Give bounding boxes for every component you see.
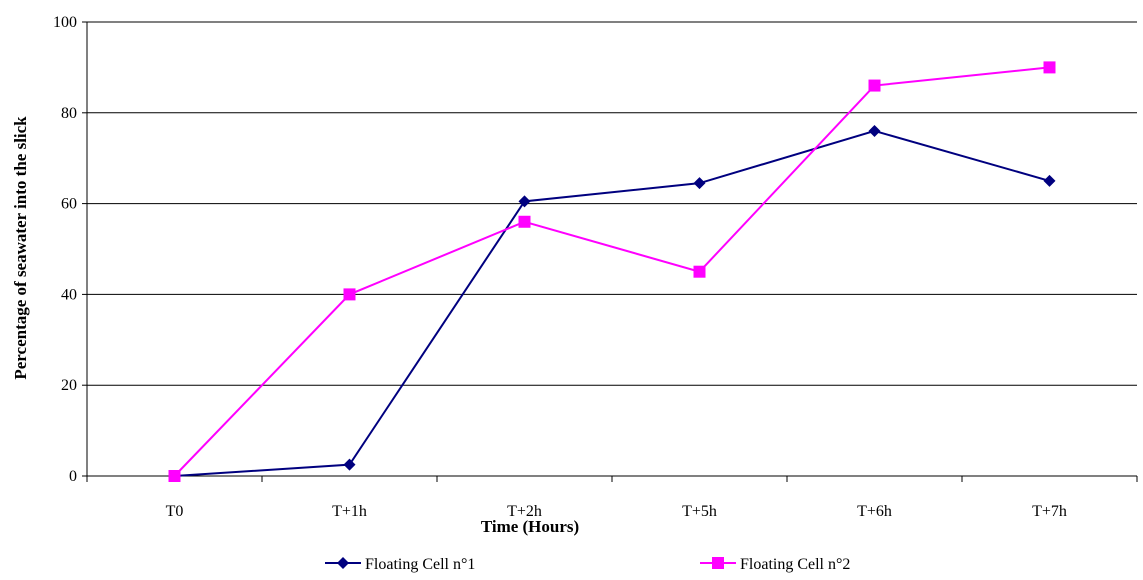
x-tick-label: T+1h bbox=[332, 503, 367, 520]
series-lines bbox=[168, 61, 1056, 482]
data-point-series-2 bbox=[518, 215, 531, 228]
data-point-series-1 bbox=[518, 195, 531, 208]
series-line-2 bbox=[173, 66, 1050, 477]
data-point-series-2 bbox=[343, 288, 356, 301]
data-point-series-1 bbox=[1043, 174, 1056, 187]
x-tick-label: T+7h bbox=[1032, 503, 1067, 520]
y-tick-label: 80 bbox=[61, 105, 77, 122]
gridlines bbox=[87, 21, 1137, 386]
axes bbox=[82, 21, 1138, 482]
x-tick-label: T0 bbox=[166, 503, 184, 520]
x-tick-label: T+6h bbox=[857, 503, 892, 520]
data-point-series-2 bbox=[168, 470, 181, 482]
legend-label: Floating Cell n°2 bbox=[740, 556, 850, 573]
y-tick-label: 0 bbox=[69, 468, 77, 485]
legend-marker bbox=[712, 557, 724, 569]
y-axis-title: Percentage of seawater into the slick bbox=[11, 116, 30, 380]
data-point-series-1 bbox=[868, 124, 881, 137]
x-tick-label: T+2h bbox=[507, 503, 542, 520]
tick-labels: 0 20 40 60 80 100 T0 T+1h T+2h T+5h T+6h T+7h bbox=[53, 14, 1067, 520]
x-axis-title: Time (Hours) bbox=[481, 517, 579, 536]
legend-label: Floating Cell n°1 bbox=[365, 556, 475, 573]
data-point-series-1 bbox=[343, 458, 356, 471]
data-point-series-1 bbox=[693, 177, 706, 190]
y-tick-label: 40 bbox=[61, 286, 77, 303]
y-tick-label: 100 bbox=[53, 14, 77, 31]
legend-marker bbox=[337, 557, 349, 569]
data-point-series-2 bbox=[868, 79, 881, 92]
y-tick-label: 20 bbox=[61, 377, 77, 394]
data-point-series-2 bbox=[1043, 61, 1056, 74]
y-tick-label: 60 bbox=[61, 196, 77, 213]
data-point-series-2 bbox=[693, 265, 706, 278]
legend: Floating Cell n°1 Floating Cell n°2 bbox=[325, 556, 850, 573]
x-tick-label: T+5h bbox=[682, 503, 717, 520]
series-line-1 bbox=[174, 129, 1050, 477]
